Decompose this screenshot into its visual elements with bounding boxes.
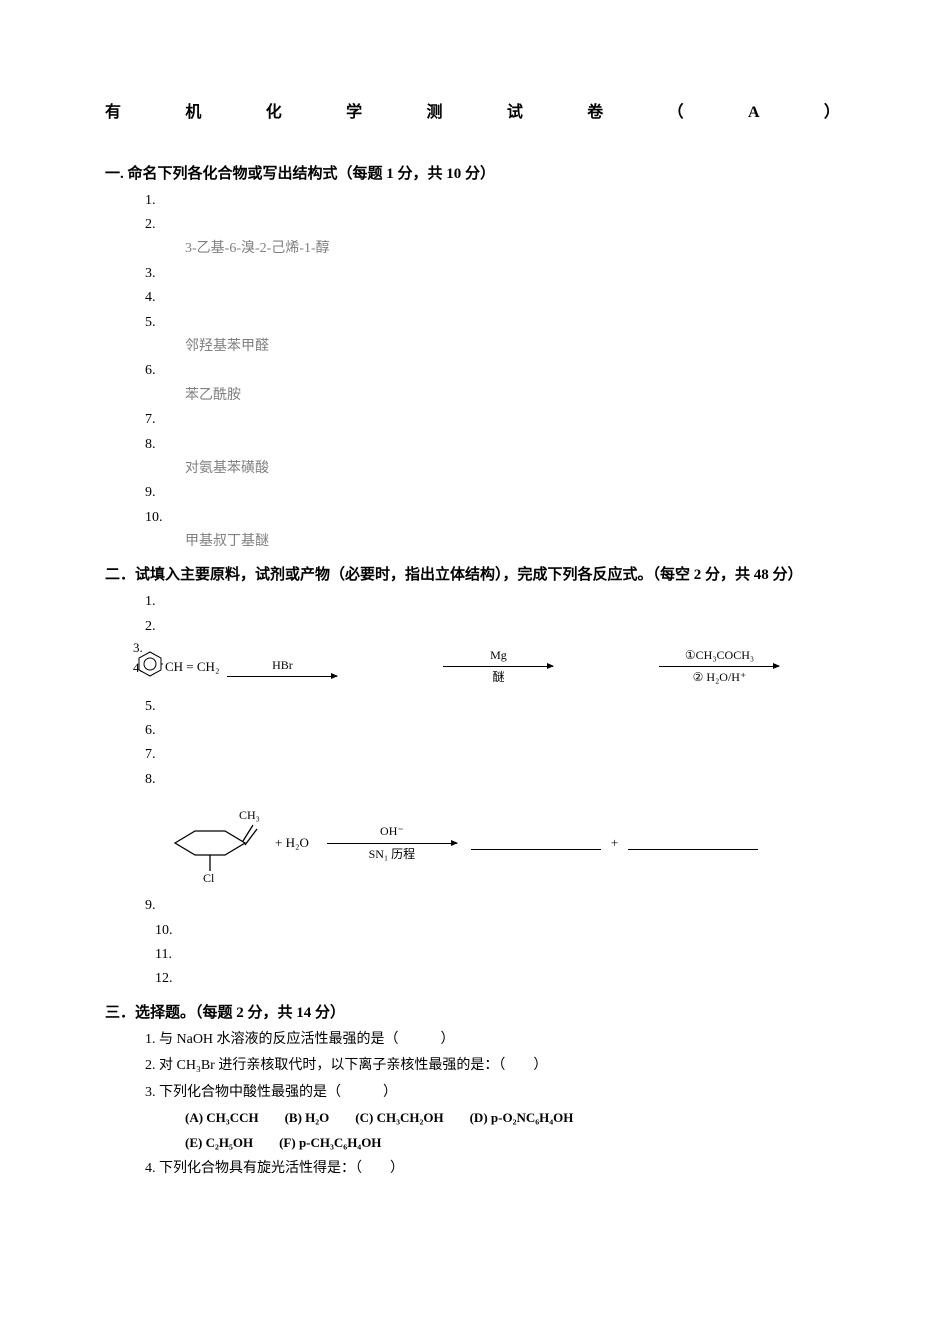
section2-heading: 二．试填入主要原料，试剂或产物（必要时，指出立体结构），完成下列各反应式。（每空… (105, 563, 840, 587)
s1-answer: 苯乙酰胺 (145, 385, 840, 407)
answer-blank (628, 836, 758, 850)
s2-item: 9. (145, 895, 840, 917)
s1-item: 9. (145, 482, 840, 504)
s2-item: 3. (133, 638, 143, 659)
section2-list: 1. 2. (105, 591, 840, 638)
s2-item: 11. (145, 944, 840, 966)
mc-question: 4. 下列化合物具有旋光活性得是：（ ） (105, 1158, 840, 1180)
title-char: 机 (185, 100, 201, 126)
s1-item: 8. (145, 434, 840, 456)
s1-item: 4. (145, 287, 840, 309)
s1-answer: 3-乙基-6-溴-2-己烯-1-醇 (145, 238, 840, 260)
plus-text: + H₂O (275, 833, 309, 854)
s2-item: 5. (145, 696, 840, 718)
cyclohexane-icon: CH₃ Cl (155, 803, 265, 883)
mc-question: 3. 下列化合物中酸性最强的是（ ） (105, 1082, 840, 1104)
q-text: 对 CH₃Br 进行亲核取代时，以下离子亲核性最强的是：（ ） (159, 1058, 547, 1073)
q-text: 与 NaOH 水溶液的反应活性最强的是（ ） (159, 1032, 455, 1047)
q-num: 3. (145, 1085, 156, 1100)
q-text: 下列化合物中酸性最强的是（ ） (159, 1085, 397, 1100)
cyclohexane-reaction: CH₃ Cl + H₂O OH⁻ SN₁ 历程 + (155, 803, 840, 883)
reaction-scheme: 3. 4. CH = CH₂ HBr Mg 醚 ①CH₃COCH₃ ② H₂O/… (137, 646, 840, 687)
svg-text:CH₃: CH₃ (239, 808, 260, 822)
exam-title: 有 机 化 学 测 试 卷 （ A ） (105, 100, 840, 126)
s2-item: 6. (145, 720, 840, 742)
s2-item: 1. (145, 591, 840, 613)
arrow-top: ①CH₃COCH₃ (685, 646, 754, 665)
mc-question: 1. 与 NaOH 水溶液的反应活性最强的是（ ） (105, 1029, 840, 1051)
arrow-top: Mg (490, 646, 507, 665)
title-char: （ (668, 100, 684, 126)
s1-item: 5. (145, 312, 840, 334)
s2-item: 8. (145, 769, 840, 791)
reaction-arrow: OH⁻ SN₁ 历程 (327, 822, 457, 863)
answer-blank (471, 836, 601, 850)
arrow-top: HBr (272, 656, 293, 675)
q-num: 2. (145, 1058, 156, 1073)
arrow-bottom: SN₁ 历程 (369, 845, 416, 864)
s2-item: 7. (145, 744, 840, 766)
svg-text:Cl: Cl (203, 871, 215, 883)
s1-item: 10. (145, 507, 840, 529)
plus-sign: + (611, 833, 618, 854)
reaction-arrow: Mg 醚 (443, 646, 553, 687)
s1-item: 2. (145, 214, 840, 236)
s2-item: 2. (145, 616, 840, 638)
section1-heading: 一. 命名下列各化合物或写出结构式（每题 1 分，共 10 分） (105, 162, 840, 186)
s2-item: 4. (133, 658, 143, 679)
reaction-start: CH = CH₂ (165, 657, 219, 678)
mc-options: (E) C₂H₅OH (F) p-CH₃C₆H₄OH (105, 1133, 840, 1154)
title-char: 化 (266, 100, 282, 126)
opt-line: (E) C₂H₅OH (F) p-CH₃C₆H₄OH (185, 1135, 381, 1150)
s1-answer: 甲基叔丁基醚 (145, 531, 840, 553)
s2-item: 12. (145, 968, 840, 990)
q-num: 4. (145, 1161, 156, 1176)
title-char: ） (824, 100, 840, 126)
section2-list: 9. 10. 11. 12. (105, 895, 840, 991)
s1-item: 3. (145, 263, 840, 285)
mc-options: (A) CH₃CCH (B) H₂O (C) CH₃CH₂OH (D) p-O₂… (105, 1108, 840, 1129)
q-num: 1. (145, 1032, 156, 1047)
opt-line: (A) CH₃CCH (B) H₂O (C) CH₃CH₂OH (D) p-O₂… (185, 1110, 573, 1125)
s1-item: 1. (145, 190, 840, 212)
reaction-arrow: HBr (227, 656, 337, 678)
reaction-arrow: ①CH₃COCH₃ ② H₂O/H⁺ (659, 646, 779, 687)
title-char: 有 (105, 100, 121, 126)
title-char: 卷 (587, 100, 603, 126)
q-text: 下列化合物具有旋光活性得是：（ ） (159, 1161, 404, 1176)
arrow-top: OH⁻ (380, 822, 404, 841)
section3-heading: 三．选择题。（每题 2 分，共 14 分） (105, 1001, 840, 1025)
s1-answer: 邻羟基苯甲醛 (145, 336, 840, 358)
s1-item: 6. (145, 360, 840, 382)
title-char: 测 (427, 100, 443, 126)
title-char: 学 (346, 100, 362, 126)
arrow-bottom: ② H₂O/H⁺ (693, 668, 747, 687)
arrow-bottom: 醚 (492, 668, 504, 687)
mc-question: 2. 对 CH₃Br 进行亲核取代时，以下离子亲核性最强的是：（ ） (105, 1055, 840, 1077)
title-char: 试 (507, 100, 523, 126)
s1-answer: 对氨基苯磺酸 (145, 458, 840, 480)
s2-item: 10. (145, 920, 840, 942)
section1-list: 1. 2. 3-乙基-6-溴-2-己烯-1-醇 3. 4. 5. 邻羟基苯甲醛 … (105, 190, 840, 554)
title-char: A (748, 100, 760, 126)
section2-list: 5. 6. 7. 8. (105, 696, 840, 792)
s1-item: 7. (145, 409, 840, 431)
section3-list: 1. 与 NaOH 水溶液的反应活性最强的是（ ） 2. 对 CH₃Br 进行亲… (105, 1029, 840, 1180)
